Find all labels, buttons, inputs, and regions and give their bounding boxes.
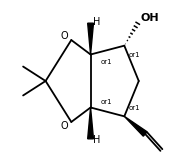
Text: H: H [93, 135, 100, 145]
Text: or1: or1 [100, 99, 112, 105]
Polygon shape [88, 23, 94, 54]
Text: or1: or1 [101, 59, 113, 65]
Polygon shape [88, 108, 94, 139]
Text: or1: or1 [128, 52, 140, 58]
Text: OH: OH [140, 13, 159, 23]
Text: or1: or1 [128, 105, 140, 111]
Text: O: O [60, 31, 68, 41]
Polygon shape [124, 116, 147, 136]
Text: O: O [60, 121, 68, 131]
Text: H: H [93, 17, 100, 27]
